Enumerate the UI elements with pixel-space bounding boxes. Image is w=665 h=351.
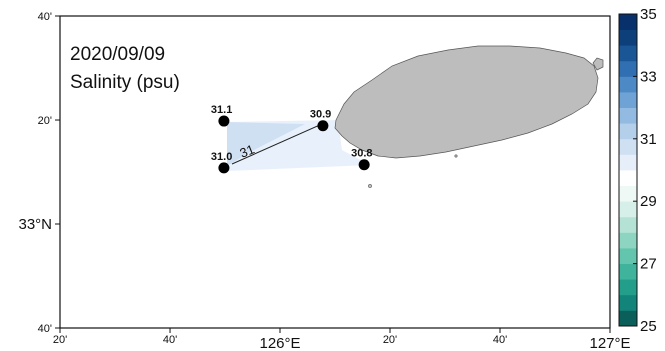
colorbar-swatch <box>619 279 637 296</box>
contour-line-31 <box>231 123 323 165</box>
colorbar-swatch <box>619 138 637 155</box>
colorbar-swatch <box>619 294 637 311</box>
udo-islet <box>592 57 604 71</box>
lon-tick-label: 20' <box>53 334 67 346</box>
station-label: 30.9 <box>310 109 331 121</box>
colorbar-swatch <box>619 107 637 124</box>
station-label: 31.1 <box>211 104 232 116</box>
colorbar-swatch <box>619 123 637 140</box>
colorbar-swatch <box>619 14 637 30</box>
colorbar-swatch <box>619 92 637 108</box>
colorbar-swatch <box>619 201 637 218</box>
colorbar-label: 29 <box>640 193 657 210</box>
map-frame <box>59 15 611 329</box>
colorbar-label: 25 <box>640 318 657 335</box>
islet-1 <box>368 184 372 188</box>
colorbar-label: 27 <box>640 256 657 273</box>
colorbar-swatch <box>619 185 637 202</box>
colorbar-swatch <box>619 232 637 249</box>
islet-2 <box>454 154 458 158</box>
contour-label: 31 <box>238 141 257 160</box>
map-date: 2020/09/09 <box>70 44 165 65</box>
map-variable: Salinity (psu) <box>70 72 180 93</box>
colorbar-swatch <box>619 170 637 186</box>
colorbar-swatch <box>619 310 637 327</box>
colorbar-swatch <box>619 263 637 280</box>
colorbar-swatch <box>619 45 637 62</box>
station-marker <box>218 115 230 127</box>
lat-tick-label: 33°N <box>18 216 52 233</box>
jeju-island <box>334 45 599 159</box>
station-marker <box>218 162 230 174</box>
station-marker <box>317 120 329 132</box>
colorbar-swatch <box>619 76 637 93</box>
colorbar-frame <box>618 13 638 327</box>
lon-tick-label: 127°E <box>589 335 630 351</box>
colorbar-swatch <box>619 154 637 171</box>
colorbar-label: 35 <box>640 6 657 23</box>
station-marker <box>358 159 370 171</box>
colorbar-swatch <box>619 216 637 233</box>
colorbar-swatch <box>619 60 637 77</box>
colorbar-label: 31 <box>640 131 657 148</box>
colorbar-label: 33 <box>640 68 657 85</box>
lat-tick-label: 40' <box>38 11 52 23</box>
lon-tick-label: 126°E <box>259 335 300 351</box>
lon-tick-label: 20' <box>383 334 397 346</box>
lat-tick-label: 20' <box>38 115 52 127</box>
station-label: 31.0 <box>211 151 232 163</box>
colorbar-swatch <box>619 29 637 46</box>
lat-tick-label: 40' <box>38 323 52 335</box>
station-label: 30.8 <box>351 148 372 160</box>
lon-tick-label: 40' <box>163 334 177 346</box>
lon-tick-label: 40' <box>493 334 507 346</box>
salinity-field-high <box>227 122 305 166</box>
colorbar-swatch <box>619 248 637 264</box>
